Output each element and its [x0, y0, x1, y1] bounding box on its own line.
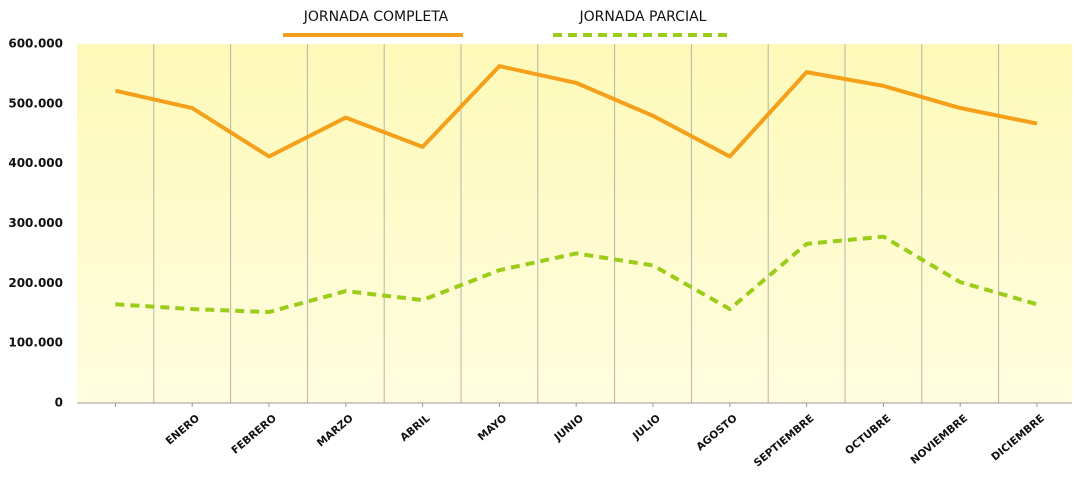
x-tick-label: DICIEMBRE — [989, 412, 1047, 463]
x-tick-label: AGOSTO — [694, 412, 740, 453]
plot-area — [77, 44, 1072, 403]
y-tick-label: 200.000 — [8, 276, 63, 290]
series-line — [115, 234, 1038, 315]
x-tick-label: SEPTIEMBRE — [752, 412, 817, 469]
y-tick-label: 500.000 — [8, 96, 63, 110]
y-tick-label: 100.000 — [8, 336, 63, 350]
y-tick-label: 400.000 — [8, 156, 63, 170]
x-tick-label: JULIO — [630, 412, 663, 442]
y-tick-label: 300.000 — [8, 216, 63, 230]
x-tick-label: JUNIO — [551, 412, 586, 444]
series-line — [114, 64, 1038, 159]
y-tick-label: 600.000 — [8, 37, 63, 51]
y-tick-label: 0 — [55, 396, 63, 410]
x-tick-label: MAYO — [476, 412, 510, 443]
legend-label: JORNADA COMPLETA — [303, 9, 449, 25]
x-tick-label: MARZO — [315, 412, 356, 449]
x-tick-label: OCTUBRE — [843, 412, 893, 457]
x-tick-label: ENERO — [164, 412, 203, 447]
x-tick-label: FEBRERO — [229, 412, 279, 456]
x-tick-label: ABRIL — [398, 412, 433, 444]
legend-label: JORNADA PARCIAL — [579, 9, 707, 25]
x-tick-label: NOVIEMBRE — [908, 412, 970, 466]
